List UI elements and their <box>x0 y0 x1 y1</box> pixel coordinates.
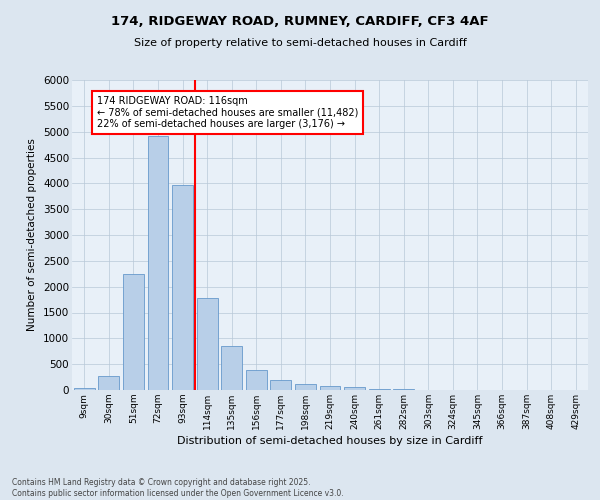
Bar <box>74 388 95 390</box>
Bar <box>295 384 316 390</box>
Bar <box>221 346 242 390</box>
X-axis label: Distribution of semi-detached houses by size in Cardiff: Distribution of semi-detached houses by … <box>177 436 483 446</box>
Bar <box>148 136 169 390</box>
Text: Size of property relative to semi-detached houses in Cardiff: Size of property relative to semi-detach… <box>134 38 466 48</box>
Text: 174 RIDGEWAY ROAD: 116sqm
← 78% of semi-detached houses are smaller (11,482)
22%: 174 RIDGEWAY ROAD: 116sqm ← 78% of semi-… <box>97 96 358 128</box>
Bar <box>123 274 144 390</box>
Bar <box>344 388 365 390</box>
Bar <box>172 185 193 390</box>
Bar <box>393 389 414 390</box>
Y-axis label: Number of semi-detached properties: Number of semi-detached properties <box>28 138 37 332</box>
Bar <box>246 370 267 390</box>
Bar <box>271 380 292 390</box>
Bar <box>320 386 340 390</box>
Bar <box>368 388 389 390</box>
Bar <box>197 298 218 390</box>
Text: 174, RIDGEWAY ROAD, RUMNEY, CARDIFF, CF3 4AF: 174, RIDGEWAY ROAD, RUMNEY, CARDIFF, CF3… <box>111 15 489 28</box>
Bar <box>98 376 119 390</box>
Text: Contains HM Land Registry data © Crown copyright and database right 2025.
Contai: Contains HM Land Registry data © Crown c… <box>12 478 344 498</box>
